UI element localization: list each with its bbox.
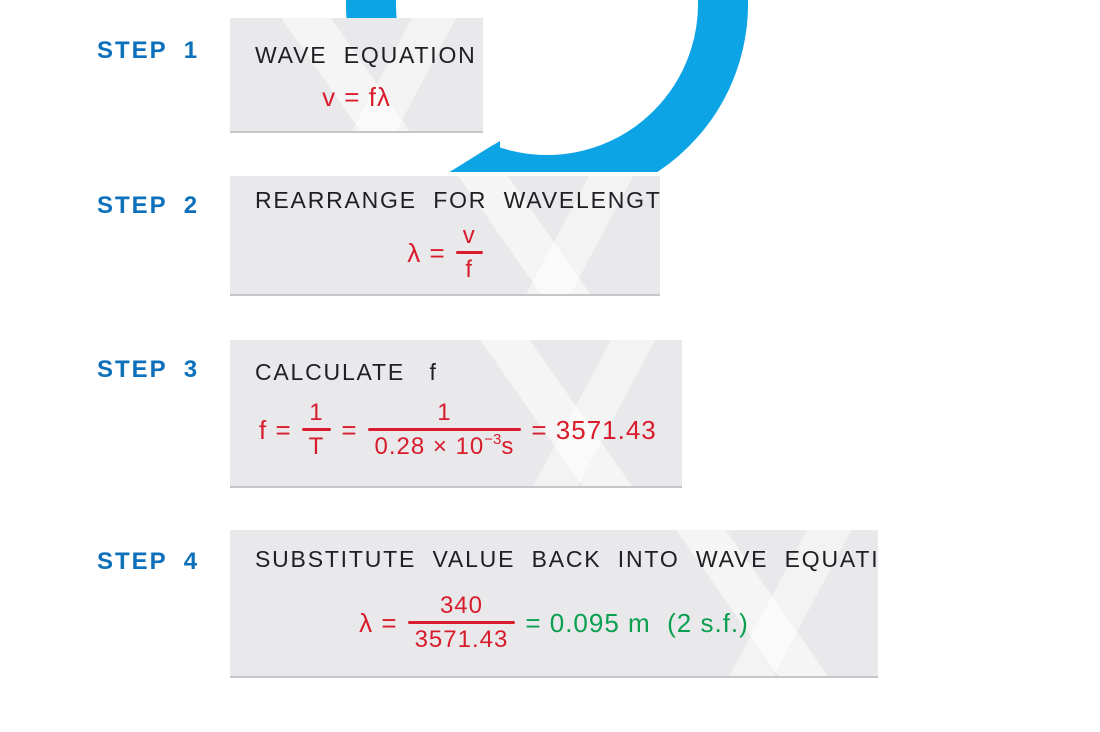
fraction-numerator: v bbox=[462, 222, 476, 249]
step-word: STEP bbox=[97, 548, 168, 575]
step-3-title: CALCULATE f bbox=[255, 359, 438, 385]
logo-ring-arc bbox=[346, 0, 748, 172]
fraction-numerator: 1 bbox=[309, 399, 324, 426]
step-1-box: WAVE EQUATION v = fλ bbox=[230, 18, 483, 133]
fraction-bar bbox=[407, 621, 516, 625]
step-4-label: STEP 4 bbox=[97, 548, 199, 576]
step-3-box: CALCULATE f f = 1 T = 1 0.28 × 10−3s = 3… bbox=[230, 340, 682, 488]
step-number: 2 bbox=[183, 192, 200, 219]
step-3-label: STEP 3 bbox=[97, 356, 199, 384]
logo-tail bbox=[451, 141, 500, 172]
tick-watermark-icon bbox=[268, 18, 483, 131]
equation-result: = 3571.43 Hz bbox=[531, 414, 682, 445]
equation-lhs: λ = bbox=[359, 607, 398, 638]
step-1-label: STEP 1 bbox=[97, 37, 199, 65]
equation-result: = 0.095 m (2 s.f.) bbox=[525, 607, 749, 638]
step-number: 3 bbox=[183, 356, 200, 383]
fraction-bar bbox=[367, 428, 522, 432]
fraction-1-over-T: 1 T bbox=[301, 399, 332, 461]
fraction-denominator: 3571.43 bbox=[414, 626, 509, 654]
equation-lhs: λ = bbox=[407, 237, 446, 268]
step-number: 4 bbox=[183, 548, 200, 575]
fraction-denominator: T bbox=[308, 433, 325, 461]
fraction-bar bbox=[455, 251, 483, 255]
fraction-denominator: 0.28 × 10−3s bbox=[368, 431, 522, 461]
equals-sign: = bbox=[341, 414, 358, 445]
step-4-equation: λ = 340 3571.43 = 0.095 m (2 s.f.) bbox=[230, 592, 878, 654]
denominator-unit: s bbox=[501, 433, 515, 461]
fraction: 340 3571.43 bbox=[407, 592, 516, 654]
step-1-title: WAVE EQUATION bbox=[255, 42, 477, 68]
fraction-1-over-period: 1 0.28 × 10−3s bbox=[367, 399, 522, 461]
fraction-denominator: f bbox=[465, 256, 474, 284]
fraction: v f bbox=[455, 222, 483, 284]
step-4-title: SUBSTITUTE VALUE BACK INTO WAVE EQUATION bbox=[255, 546, 878, 572]
step-1-equation: v = fλ bbox=[230, 84, 483, 110]
step-number: 1 bbox=[183, 37, 200, 64]
step-2-box: REARRANGE FOR WAVELENGTH λ = v f bbox=[230, 176, 660, 296]
step-word: STEP bbox=[97, 192, 168, 219]
step-3-equation: f = 1 T = 1 0.28 × 10−3s = 3571.43 Hz bbox=[230, 399, 682, 461]
step-2-title: REARRANGE FOR WAVELENGTH bbox=[255, 187, 660, 213]
fraction-numerator: 340 bbox=[439, 592, 483, 619]
step-2-equation: λ = v f bbox=[230, 223, 660, 282]
step-2-label: STEP 2 bbox=[97, 192, 199, 220]
step-word: STEP bbox=[97, 37, 168, 64]
denominator-base: 0.28 × 10 bbox=[374, 433, 485, 461]
equation-lhs: f = bbox=[259, 414, 292, 445]
brand-logo-arc-icon bbox=[346, 0, 748, 172]
equation-text: v = fλ bbox=[322, 82, 391, 112]
fraction-bar bbox=[301, 428, 332, 432]
step-word: STEP bbox=[97, 356, 168, 383]
fraction-numerator: 1 bbox=[437, 399, 452, 426]
step-4-box: SUBSTITUTE VALUE BACK INTO WAVE EQUATION… bbox=[230, 530, 878, 678]
exponent: −3 bbox=[484, 431, 502, 449]
logo-mask bbox=[386, 130, 517, 171]
